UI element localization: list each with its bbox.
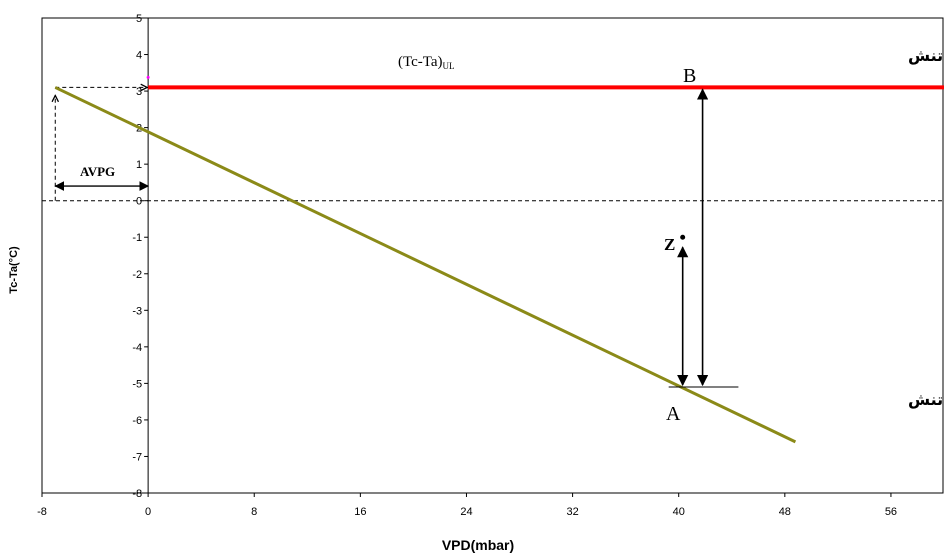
guide-lines [42, 87, 944, 202]
y-tick-label: 1 [136, 159, 142, 171]
x-tick-label: 32 [566, 506, 578, 518]
y-tick-label: 0 [136, 196, 142, 208]
x-tick-label: 16 [354, 506, 366, 518]
annotation-arrows [54, 88, 739, 388]
point-b-label: B [683, 65, 696, 87]
avpg-label: AVPG [80, 164, 115, 179]
y-tick-label: 4 [136, 50, 142, 62]
y-tick-label: -7 [132, 451, 142, 463]
y-axis-title: Tc-Ta(°C) [8, 246, 20, 294]
x-tick-label: 24 [460, 506, 472, 518]
x-tick-label: -8 [37, 506, 47, 518]
y-tick-label: 3 [136, 86, 142, 98]
series-layer [54, 75, 944, 444]
x-tick-label: 0 [145, 506, 151, 518]
point-z [680, 234, 686, 240]
marker-dot [146, 75, 150, 79]
plot-area [41, 17, 944, 494]
y-tick-label: -3 [132, 305, 142, 317]
plot-frame [41, 17, 944, 494]
x-tick-label: 40 [673, 506, 685, 518]
y-tick-label: -2 [132, 269, 142, 281]
y-tick-label: -6 [132, 415, 142, 427]
y-tick-label: -4 [132, 342, 142, 354]
y-tick-label: -8 [132, 488, 142, 500]
x-tick-label: 48 [779, 506, 791, 518]
point-a-label: A [666, 403, 681, 425]
upper-limit-label: (Tc-Ta)UL [398, 54, 455, 71]
y-tick-label: 5 [136, 13, 142, 25]
min-stress-label: خط حداقل تنش [908, 390, 944, 409]
x-axis-ticks: -8 0 8 16 24 32 40 48 56 [37, 493, 897, 518]
x-tick-label: 56 [885, 506, 897, 518]
y-tick-label: -5 [132, 378, 142, 390]
point-z-label: Z [664, 235, 675, 254]
y-tick-label: -1 [132, 232, 142, 244]
x-axis-title: VPD(mbar) [442, 537, 514, 553]
series-line [54, 86, 797, 444]
max-stress-label: خط حداکثر تنش [908, 46, 944, 65]
x-tick-label: 8 [251, 506, 257, 518]
